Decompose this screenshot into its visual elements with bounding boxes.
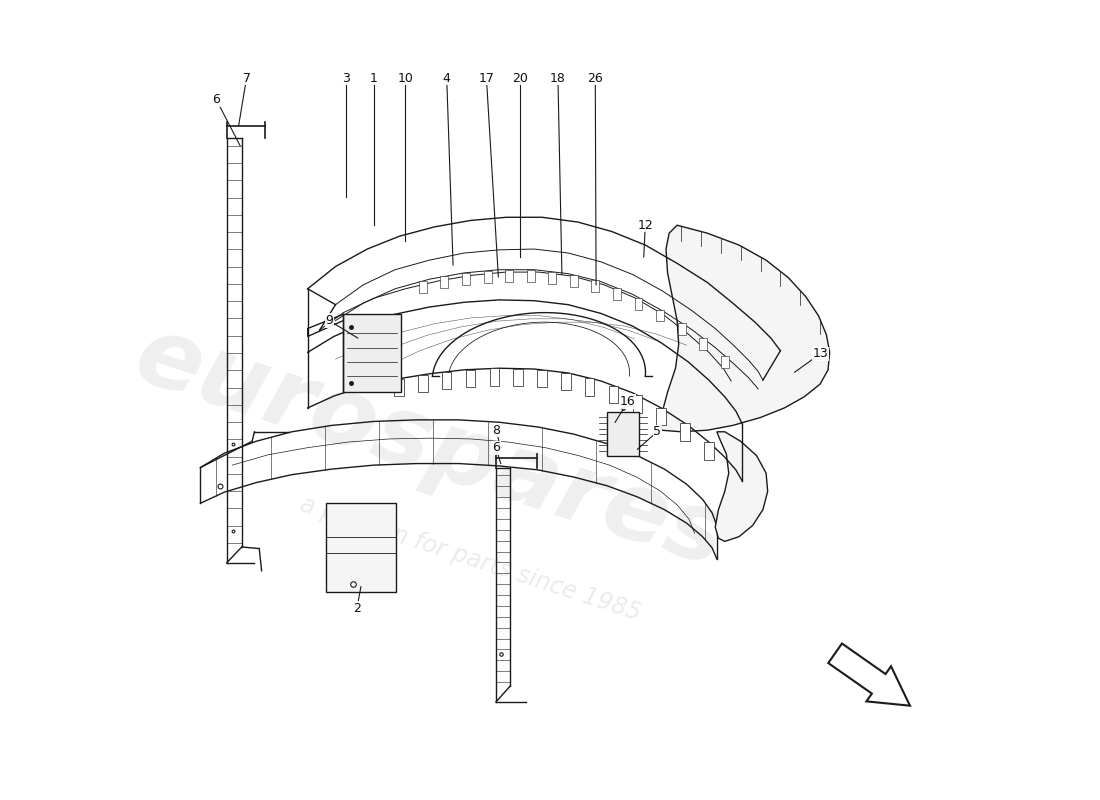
Text: 18: 18 — [550, 72, 565, 85]
Bar — [505, 270, 513, 282]
Bar — [527, 270, 535, 282]
Bar — [700, 338, 707, 350]
Text: 2: 2 — [353, 602, 361, 614]
Bar — [394, 378, 404, 396]
Bar — [720, 356, 728, 368]
Text: 6: 6 — [492, 441, 499, 454]
Text: 26: 26 — [587, 72, 603, 85]
Bar — [462, 273, 470, 285]
Bar — [514, 369, 522, 386]
Bar — [635, 298, 642, 310]
Bar — [585, 378, 594, 396]
Bar — [678, 323, 685, 335]
Bar — [592, 280, 600, 292]
Text: 20: 20 — [512, 72, 528, 85]
Bar — [613, 288, 620, 300]
Bar — [632, 395, 642, 413]
Polygon shape — [715, 432, 768, 542]
Bar — [484, 270, 492, 282]
Bar — [680, 423, 690, 441]
Bar — [537, 370, 547, 387]
FancyBboxPatch shape — [607, 412, 639, 456]
Text: 12: 12 — [638, 218, 653, 232]
Bar — [419, 281, 427, 293]
Text: a passion for parts since 1985: a passion for parts since 1985 — [297, 492, 644, 626]
Text: 8: 8 — [492, 424, 500, 437]
Polygon shape — [661, 226, 829, 432]
Bar — [490, 369, 499, 386]
Text: 4: 4 — [443, 72, 451, 85]
Bar — [570, 275, 578, 287]
Text: 9: 9 — [326, 314, 333, 327]
Bar — [465, 370, 475, 387]
FancyBboxPatch shape — [326, 503, 396, 592]
Text: 3: 3 — [342, 72, 350, 85]
Bar — [548, 272, 557, 284]
FancyBboxPatch shape — [343, 314, 400, 392]
Text: 5: 5 — [653, 426, 661, 438]
Text: eurospares: eurospares — [124, 309, 738, 587]
Text: 1: 1 — [370, 72, 377, 85]
Text: 7: 7 — [242, 72, 251, 85]
Bar — [608, 386, 618, 403]
Bar — [704, 442, 714, 459]
Text: 13: 13 — [812, 347, 828, 361]
Bar — [442, 372, 451, 390]
Text: 16: 16 — [620, 395, 636, 408]
Polygon shape — [828, 643, 910, 706]
Bar — [657, 408, 665, 426]
Text: 6: 6 — [212, 93, 220, 106]
Bar — [656, 310, 664, 322]
Bar — [440, 277, 449, 288]
Text: 10: 10 — [397, 72, 414, 85]
Bar — [561, 373, 571, 390]
Text: 17: 17 — [478, 72, 494, 85]
Bar — [418, 375, 428, 392]
